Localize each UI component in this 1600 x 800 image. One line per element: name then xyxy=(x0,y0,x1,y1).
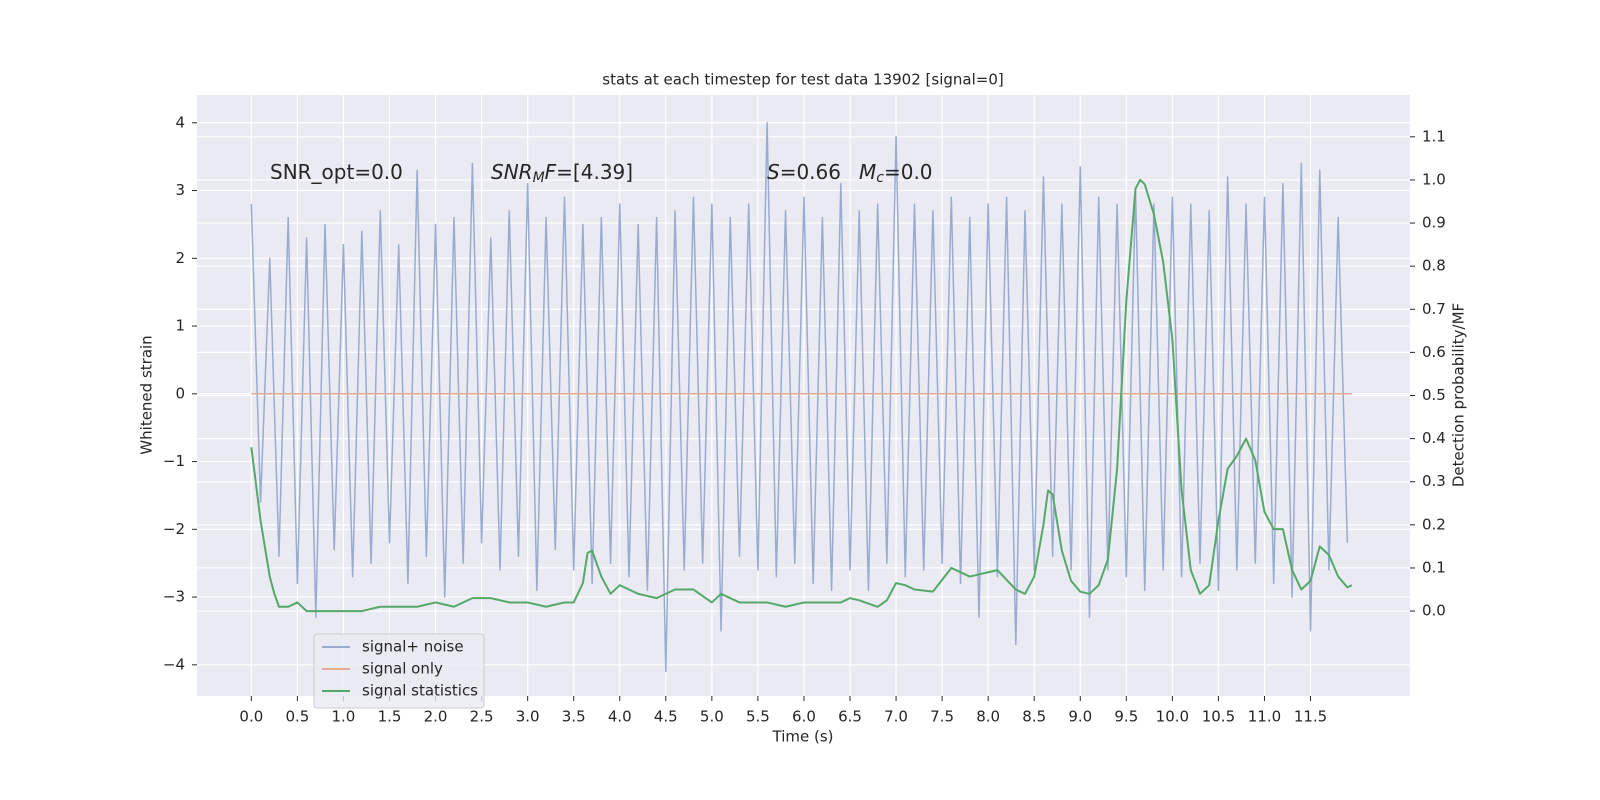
series-line xyxy=(250,122,1349,673)
y-tick-label: 2 xyxy=(175,249,185,267)
chart-title: stats at each timestep for test data 139… xyxy=(602,71,1003,89)
x-tick-label: 6.5 xyxy=(838,708,862,726)
x-tick-label: 6.0 xyxy=(792,708,816,726)
x-tick-label: 9.0 xyxy=(1068,708,1092,726)
y2-tick-label: 0.7 xyxy=(1422,300,1446,318)
annotation-part: =0.0 xyxy=(884,160,933,184)
annotation-part: SNR xyxy=(491,160,533,184)
y-tick-label: −3 xyxy=(163,588,185,606)
y2-axis-label: Detection probability/MF xyxy=(1450,303,1468,487)
legend-label: signal statistics xyxy=(362,682,478,700)
x-tick-label: 5.5 xyxy=(746,708,770,726)
x-tick-label: 10.0 xyxy=(1156,708,1189,726)
y-tick-label: 1 xyxy=(175,317,185,335)
x-tick-label: 8.5 xyxy=(1022,708,1046,726)
y-tick-label: 0 xyxy=(175,384,185,402)
y2-tick-label: 0.5 xyxy=(1422,386,1446,404)
legend-label: signal only xyxy=(362,660,443,678)
y2-tick-label: 0.8 xyxy=(1422,257,1446,275)
annotation-part: M xyxy=(859,160,876,184)
y2-tick-label: 0.9 xyxy=(1422,214,1446,232)
x-tick-label: 2.0 xyxy=(424,708,448,726)
y2-tick-label: 0.1 xyxy=(1422,558,1446,576)
x-tick-label: 3.0 xyxy=(516,708,540,726)
x-tick-label: 8.0 xyxy=(976,708,1000,726)
annotation-part: c xyxy=(876,170,884,186)
series-line xyxy=(250,178,1353,613)
annotation-part: S xyxy=(767,160,780,184)
y2-tick-label: 1.1 xyxy=(1422,127,1446,145)
annotation-part: SNR_opt=0.0 xyxy=(270,160,403,184)
y2-tick-label: 0.2 xyxy=(1422,515,1446,533)
y-tick-label: −1 xyxy=(163,452,185,470)
y2-tick-label: 1.0 xyxy=(1422,170,1446,188)
x-tick-label: 7.0 xyxy=(884,708,908,726)
y-tick-label: −2 xyxy=(163,520,185,538)
x-tick-label: 2.5 xyxy=(470,708,494,726)
y-axis-label: Whitened strain xyxy=(138,335,156,454)
x-tick-label: 1.5 xyxy=(378,708,402,726)
annotation: SNR_opt=0.0 xyxy=(270,160,403,184)
y2-tick-label: 0.0 xyxy=(1422,602,1446,620)
annotation-part: =0.66 xyxy=(780,160,841,184)
x-tick-label: 11.5 xyxy=(1294,708,1327,726)
x-tick-label: 3.5 xyxy=(562,708,586,726)
x-tick-label: 10.5 xyxy=(1202,708,1235,726)
x-tick-label: 5.0 xyxy=(700,708,724,726)
x-tick-label: 9.5 xyxy=(1114,708,1138,726)
y-tick-label: 3 xyxy=(175,181,185,199)
annotation-part: M xyxy=(533,170,545,186)
x-tick-label: 0.5 xyxy=(285,708,309,726)
annotation: Mc=0.0 xyxy=(859,160,933,187)
y-tick-label: −4 xyxy=(163,655,185,673)
x-tick-label: 7.5 xyxy=(930,708,954,726)
y2-tick-label: 0.6 xyxy=(1422,343,1446,361)
x-tick-label: 4.0 xyxy=(608,708,632,726)
legend-box xyxy=(313,633,485,709)
y2-tick-label: 0.4 xyxy=(1422,429,1446,447)
x-axis-label: Time (s) xyxy=(772,728,834,746)
annotation-part: F xyxy=(545,160,557,184)
x-tick-label: 11.0 xyxy=(1248,708,1281,726)
annotation: S=0.66 xyxy=(767,160,841,184)
y-tick-label: 4 xyxy=(175,113,185,131)
annotation-part: =[4.39] xyxy=(556,160,633,184)
y2-tick-label: 0.3 xyxy=(1422,472,1446,490)
x-tick-label: 1.0 xyxy=(332,708,356,726)
x-tick-label: 4.5 xyxy=(654,708,678,726)
x-tick-label: 0.0 xyxy=(239,708,263,726)
legend-label: signal+ noise xyxy=(362,638,464,656)
annotation: SNRMF=[4.39] xyxy=(491,160,633,187)
